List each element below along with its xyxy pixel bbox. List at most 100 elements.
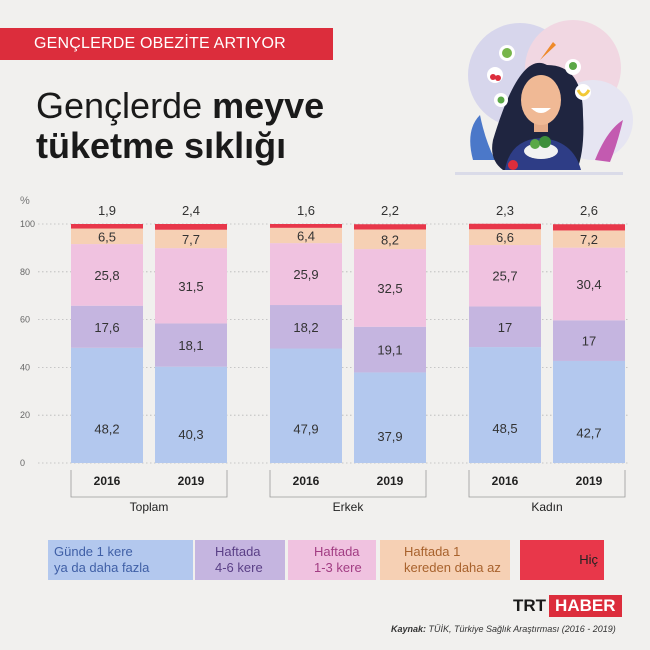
y-tick-label: 80 — [20, 267, 30, 277]
group-label: Toplam — [130, 500, 169, 514]
x-tick-label: 2019 — [576, 474, 603, 488]
shelf-line — [455, 172, 623, 175]
data-label: 30,4 — [576, 277, 601, 292]
data-label: 7,7 — [182, 232, 200, 247]
data-label: 8,2 — [381, 232, 399, 247]
data-label: 48,5 — [492, 421, 517, 436]
bar-segment — [155, 366, 227, 463]
data-label: 42,7 — [576, 425, 601, 440]
legend-item-daily: Günde 1 kere ya da daha fazla — [48, 540, 193, 580]
apple-icon — [508, 160, 518, 170]
legend-item-never: Hiç — [520, 540, 604, 580]
data-label: 6,4 — [297, 228, 315, 243]
group-bracket — [468, 470, 626, 498]
bar-segment — [469, 306, 541, 348]
bar-segment — [71, 224, 143, 229]
data-label: 47,9 — [293, 422, 318, 437]
bar-segment — [71, 347, 143, 463]
y-tick-label: 60 — [20, 315, 30, 325]
x-tick-label: 2019 — [377, 474, 404, 488]
legend-item-less: Haftada 1 kereden daha az — [380, 540, 510, 580]
data-label: 40,3 — [178, 427, 203, 442]
bar-segment — [155, 224, 227, 230]
data-label: 37,9 — [377, 429, 402, 444]
data-label: 2,4 — [182, 203, 200, 218]
data-label: 2,6 — [580, 203, 598, 218]
x-tick-label: 2016 — [293, 474, 320, 488]
bar-segment — [553, 320, 625, 361]
bar-segment — [553, 247, 625, 321]
data-label: 17,6 — [94, 320, 119, 335]
topic-banner: GENÇLERDE OBEZİTE ARTIYOR — [0, 28, 333, 60]
data-label: 6,6 — [496, 230, 514, 245]
bar-segment — [469, 245, 541, 307]
group-bracket — [70, 470, 228, 498]
smile-icon — [531, 108, 551, 113]
y-tick-label: 0 — [20, 458, 25, 468]
salad-icon — [539, 136, 551, 148]
bar-segment — [553, 230, 625, 248]
legend-label-daily: Günde 1 kere ya da daha fazla — [54, 544, 150, 575]
bar-segment — [553, 224, 625, 231]
data-label: 17 — [582, 334, 596, 349]
data-label: 32,5 — [377, 281, 402, 296]
data-label: 25,8 — [94, 268, 119, 283]
group-bracket — [269, 470, 427, 498]
bar-segment — [469, 347, 541, 463]
title-bold-1: meyve — [212, 85, 325, 126]
bar-segment — [270, 243, 342, 306]
leaf-icon — [595, 120, 623, 162]
data-label: 1,6 — [297, 203, 315, 218]
group-label: Erkek — [333, 500, 365, 514]
data-label: 17 — [498, 320, 512, 335]
data-label: 2,2 — [381, 203, 399, 218]
data-label: 1,9 — [98, 203, 116, 218]
data-label: 19,1 — [377, 343, 402, 358]
legend-label-1-3: Haftada 1-3 kere — [314, 544, 362, 575]
data-label: 31,5 — [178, 279, 203, 294]
source-note: Kaynak: TÜİK, Türkiye Sağlık Araştırması… — [391, 624, 616, 634]
bar-segment — [354, 224, 426, 230]
bar-segment — [354, 372, 426, 463]
chart-legend: Günde 1 kere ya da daha fazla Haftada 4-6 … — [48, 540, 608, 584]
bar-segment — [71, 228, 143, 245]
page-title: Gençlerde meyve tüketme sıklığı — [36, 86, 324, 166]
x-tick-label: 2019 — [178, 474, 205, 488]
bar-segment — [354, 326, 426, 373]
data-label: 18,1 — [178, 338, 203, 353]
data-label: 2,3 — [496, 203, 514, 218]
legend-item-4-6: Haftada 4-6 kere — [195, 540, 285, 580]
data-label: 25,7 — [492, 269, 517, 284]
bar-segment — [354, 249, 426, 327]
group-label: Kadın — [531, 500, 562, 514]
banner-text: GENÇLERDE OBEZİTE ARTIYOR — [34, 35, 286, 52]
trt-haber-logo: TRT HABER — [513, 595, 622, 617]
salad-icon — [530, 139, 540, 149]
x-tick-label: 2016 — [492, 474, 519, 488]
bar-segment — [71, 305, 143, 348]
x-tick-label: 2016 — [94, 474, 121, 488]
title-bold-2: tüketme sıklığı — [36, 125, 287, 166]
bar-segment — [270, 305, 342, 349]
data-label: 6,5 — [98, 229, 116, 244]
bar-segment — [270, 227, 342, 244]
leaf-icon — [470, 115, 495, 160]
data-label: 7,2 — [580, 232, 598, 247]
data-label: 48,2 — [94, 421, 119, 436]
y-axis-unit: % — [20, 195, 30, 207]
legend-label-never: Hiç — [579, 552, 598, 567]
y-tick-label: 20 — [20, 410, 30, 420]
bar-segment — [354, 229, 426, 250]
legend-label-4-6: Haftada 4-6 kere — [215, 544, 263, 575]
carrot-icon — [540, 42, 556, 60]
y-tick-label: 100 — [20, 219, 35, 229]
data-label: 18,2 — [293, 320, 318, 335]
data-label: 25,9 — [293, 267, 318, 282]
legend-item-1-3: Haftada 1-3 kere — [288, 540, 376, 580]
banana-icon — [575, 84, 591, 100]
bar-segment — [71, 244, 143, 306]
bar-segment — [270, 224, 342, 228]
y-tick-label: 40 — [20, 362, 30, 372]
bar-segment — [469, 223, 541, 230]
